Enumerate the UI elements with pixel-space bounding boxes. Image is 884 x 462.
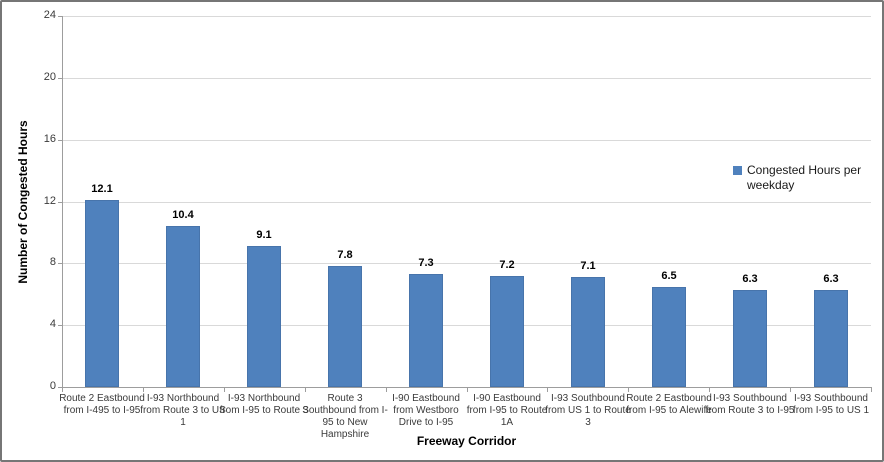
bar [409,274,443,387]
x-category-label: I-93 Southbound from US 1 to Route 3 [545,393,631,428]
bar [733,290,767,387]
bar [166,226,200,387]
bar-value-label: 12.1 [91,183,113,195]
x-axis-title: Freeway Corridor [416,434,517,448]
bar-value-label: 7.2 [499,259,515,271]
x-category-label: I-90 Eastbound from Westboro Drive to I-… [392,393,460,428]
bar [490,276,524,387]
x-tick-mark [224,387,225,392]
bar-value-label: 7.1 [580,260,596,272]
y-tick-mark [58,263,62,264]
bar-value-label: 7.8 [337,249,353,261]
bar-value-label: 10.4 [172,209,194,221]
bar [85,200,119,387]
x-category-label: Route 2 Eastbound from I-495 to I-95 [59,393,145,416]
x-category-label: Route 3 Southbound from I-95 to New Hamp… [302,393,388,440]
y-tick-label: 20 [43,71,56,83]
x-tick-mark [709,387,710,392]
x-tick-mark [547,387,548,392]
y-tick-mark [58,387,62,388]
x-tick-mark [305,387,306,392]
legend: Congested Hours per weekday [733,163,873,193]
bar [571,277,605,387]
x-tick-mark [386,387,387,392]
legend-swatch-icon [733,166,742,175]
bar [814,290,848,387]
y-tick-label: 8 [49,256,56,268]
y-tick-mark [58,202,62,203]
bar-value-label: 9.1 [256,229,272,241]
bar-value-label: 7.3 [418,257,434,269]
gridline [63,16,871,17]
x-category-label: I-93 Northbound from Route 3 to US 1 [140,393,226,428]
y-tick-label: 12 [43,195,56,207]
bar-value-label: 6.5 [661,270,677,282]
gridline [63,140,871,141]
y-tick-label: 0 [49,380,56,392]
y-tick-mark [58,16,62,17]
x-tick-mark [143,387,144,392]
gridline [63,263,871,264]
gridline [63,78,871,79]
x-tick-mark [628,387,629,392]
gridline [63,325,871,326]
y-tick-label: 16 [43,133,56,145]
y-tick-label: 4 [49,318,56,330]
x-tick-mark [871,387,872,392]
legend-label: Congested Hours per weekday [747,163,862,192]
x-category-label: I-93 Southbound from I-95 to US 1 [792,393,870,416]
y-tick-label: 24 [43,9,56,21]
x-tick-mark [62,387,63,392]
y-tick-mark [58,140,62,141]
x-tick-mark [790,387,791,392]
bar-value-label: 6.3 [742,273,758,285]
bar-value-label: 6.3 [823,273,839,285]
x-category-label: Route 2 Eastbound from I-95 to Alewife [626,393,712,416]
gridline [63,202,871,203]
bar [247,246,281,387]
x-category-label: I-93 Northbound from I-95 to Route 3 [219,393,309,416]
x-tick-mark [467,387,468,392]
bar [652,287,686,387]
x-category-label: I-93 Southbound from Route 3 to I-95 [705,393,795,416]
bar [328,266,362,387]
y-tick-mark [58,325,62,326]
y-axis-line [62,16,63,388]
x-category-label: I-90 Eastbound from I-95 to Route 1A [466,393,548,428]
y-tick-mark [58,78,62,79]
